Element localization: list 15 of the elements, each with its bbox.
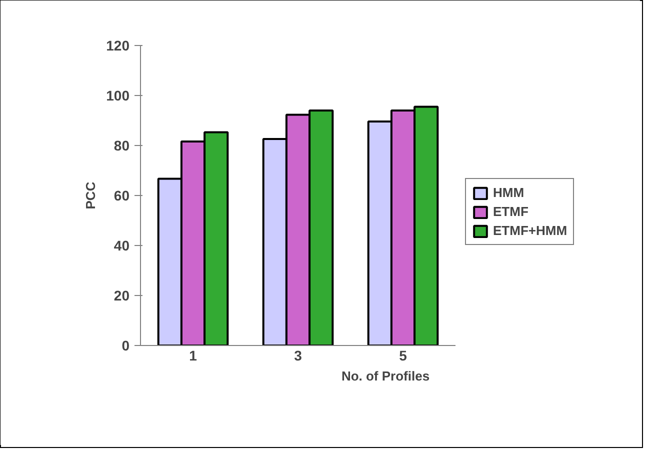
- y-axis-title: PCC: [83, 181, 98, 210]
- x-tick-label: 5: [399, 348, 408, 364]
- legend-label: HMM: [493, 185, 524, 200]
- legend-label: ETMF+HMM: [493, 223, 568, 238]
- x-tick-label: 3: [294, 348, 302, 364]
- y-tick-label: 80: [114, 138, 130, 154]
- y-tick-label: 100: [106, 88, 130, 104]
- legend-label: ETMF: [493, 204, 528, 219]
- y-tick-label: 120: [106, 38, 130, 54]
- y-tick-label: 0: [122, 338, 130, 354]
- y-tick-label: 60: [114, 188, 130, 204]
- y-tick-label: 40: [114, 238, 130, 254]
- y-tick-label: 20: [114, 288, 130, 304]
- x-tick-label: 1: [189, 348, 198, 364]
- x-axis-title: No. of Profiles: [341, 368, 430, 384]
